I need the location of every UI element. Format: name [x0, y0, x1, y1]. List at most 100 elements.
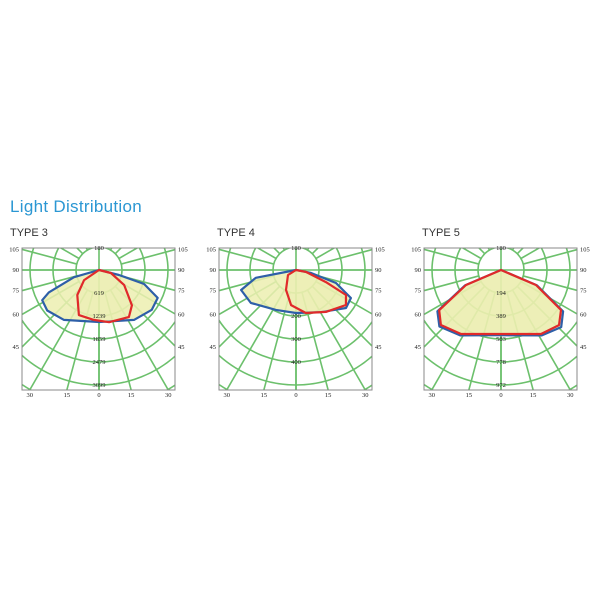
grid-radial-line	[28, 289, 89, 390]
grid-radial-line	[302, 240, 374, 248]
ring-value-label: 583	[496, 336, 506, 343]
grid-radial-line	[22, 285, 84, 349]
red-distribution-curve	[284, 268, 348, 315]
ring-value-label: 2479	[93, 359, 106, 366]
grid-radial-line	[109, 289, 170, 390]
bottom-angle-label: 30	[567, 392, 574, 399]
grid-radial-line	[105, 240, 177, 248]
type-4-label: TYPE 4	[217, 227, 255, 239]
red-distribution-curve	[76, 268, 133, 324]
left-angle-label: 60	[210, 311, 217, 318]
ring-value-label: 1859	[93, 336, 106, 343]
grid-radial-line	[315, 280, 372, 315]
ring-value-label: 400	[291, 359, 301, 366]
bottom-angle-label: 30	[223, 392, 230, 399]
grid-radial-line	[311, 285, 372, 348]
right-angle-label: 105	[375, 246, 385, 253]
red-distribution-curve	[438, 268, 563, 336]
right-angle-label: 75	[580, 288, 587, 295]
polar-grid	[218, 240, 374, 390]
type-3-label: TYPE 3	[10, 227, 48, 239]
grid-radial-line	[523, 248, 577, 265]
left-angle-label: 60	[13, 311, 20, 318]
left-angle-label: 75	[210, 288, 217, 295]
ring-value-label: 972	[496, 382, 506, 389]
right-angle-label: 45	[580, 344, 587, 351]
type-4-polar-diagram: 180 200 300 400 105 105 90 90 75 75 60 60 45 45 30 15 0 1…	[206, 240, 385, 399]
bottom-angle-label: 15	[64, 392, 71, 399]
bottom-angle-label: 0	[294, 392, 297, 399]
grid-radial-line	[225, 289, 286, 390]
right-angle-label: 45	[375, 344, 382, 351]
left-angle-label: 90	[415, 267, 422, 274]
grid-radial-line	[263, 292, 291, 390]
bottom-angle-label: 15	[530, 392, 537, 399]
ring-value-label: 389	[496, 313, 506, 320]
grid-radial-line	[121, 248, 175, 265]
grid-radial-line	[318, 248, 372, 265]
grid-radial-line	[424, 280, 482, 316]
grid-radial-line	[507, 240, 579, 248]
left-angle-label: 45	[210, 344, 217, 351]
bottom-angle-label: 30	[26, 392, 33, 399]
ring-value-label: 200	[291, 313, 301, 320]
ring-value-label: 3099	[93, 382, 106, 389]
ring-value-label: 300	[291, 336, 301, 343]
ring-value-label: 778	[496, 359, 506, 366]
blue-distribution-curve	[41, 268, 159, 324]
grid-radial-line	[424, 275, 479, 292]
bottom-angle-label: 30	[362, 392, 369, 399]
left-angle-label: 105	[9, 246, 19, 253]
grid-radial-line	[468, 292, 496, 390]
left-angle-label: 45	[415, 344, 422, 351]
top-angle-label: 180	[496, 245, 506, 252]
grid-radial-line	[21, 240, 93, 248]
ring-value-label: 619	[94, 290, 104, 297]
grid-radial-line	[520, 280, 577, 315]
grid-radial-line	[218, 240, 290, 248]
grid-radial-line	[219, 280, 277, 316]
grid-radial-line	[306, 289, 367, 390]
grid-radial-line	[219, 285, 281, 349]
grid-radial-line	[315, 248, 336, 260]
diagram-frame	[423, 247, 578, 391]
grid-radial-line	[66, 292, 94, 390]
right-angle-label: 90	[580, 267, 587, 274]
right-angle-label: 105	[580, 246, 590, 253]
left-angle-label: 105	[411, 246, 421, 253]
right-angle-label: 75	[178, 288, 185, 295]
ring-value-label: 1239	[93, 313, 106, 320]
left-angle-label: 75	[415, 288, 422, 295]
grid-radial-line	[22, 275, 77, 292]
grid-radial-line	[22, 248, 77, 265]
grid-radial-line	[118, 280, 175, 315]
right-angle-label: 60	[580, 311, 587, 318]
left-angle-label: 45	[13, 344, 20, 351]
right-angle-label: 60	[375, 311, 382, 318]
grid-radial-line	[114, 285, 175, 348]
right-angle-label: 105	[178, 246, 188, 253]
right-angle-label: 90	[178, 267, 185, 274]
section-title: Light Distribution	[10, 197, 143, 216]
type-5-label: TYPE 5	[422, 227, 460, 239]
grid-radial-line	[22, 280, 80, 316]
left-angle-label: 105	[206, 246, 216, 253]
left-angle-label: 60	[415, 311, 422, 318]
grid-radial-line	[121, 275, 175, 292]
right-angle-label: 60	[178, 311, 185, 318]
top-angle-label: 180	[291, 245, 301, 252]
ring-value-label: 194	[496, 290, 507, 297]
bottom-angle-label: 0	[499, 392, 502, 399]
right-angle-label: 45	[178, 344, 185, 351]
grid-radial-line	[423, 240, 495, 248]
grid-radial-line	[104, 292, 132, 390]
grid-radial-line	[219, 248, 274, 265]
bottom-angle-label: 0	[97, 392, 100, 399]
diagram-frame	[218, 247, 373, 391]
bottom-angle-label: 15	[325, 392, 332, 399]
right-angle-label: 90	[375, 267, 382, 274]
left-angle-label: 90	[210, 267, 217, 274]
grid-radial-line	[523, 275, 577, 292]
type-5-polar-diagram: 180 194 389 583 778 972 105 105 90 90 75 75 60 60 45 45…	[411, 240, 590, 399]
grid-radial-line	[301, 292, 329, 390]
